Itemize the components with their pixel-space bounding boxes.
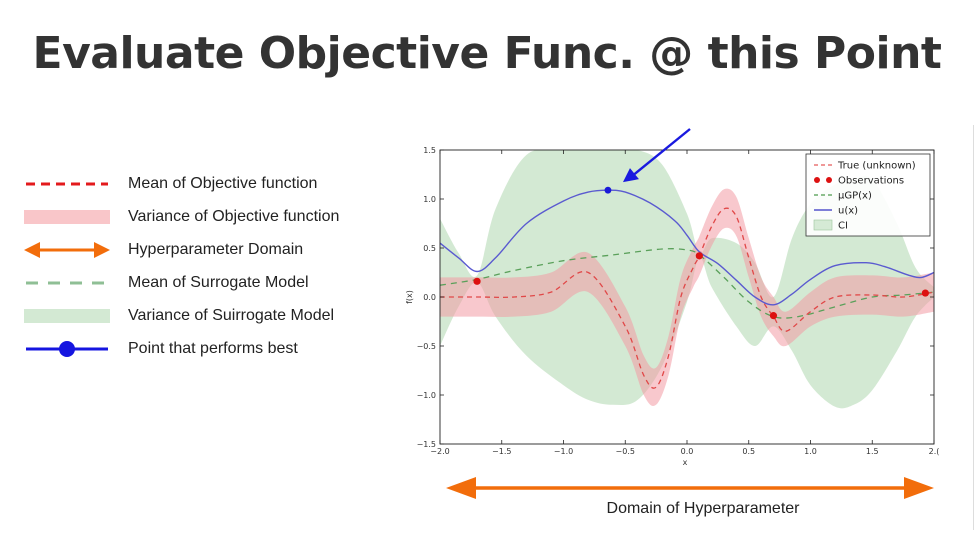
y-axis-label: f(x) (405, 290, 414, 304)
x-tick-label: 1.0 (804, 447, 817, 456)
page-title: Evaluate Objective Func. @ this Point (32, 28, 942, 79)
best-point (604, 186, 612, 194)
acquisition-line (440, 189, 934, 306)
legend-label: Variance of Suirrogate Model (128, 307, 335, 324)
y-tick-label: −1.0 (417, 391, 436, 400)
x-axis-label: x (683, 458, 688, 467)
legend-label: Variance of Objective function (128, 208, 340, 225)
legend-label: Hyperparameter Domain (128, 241, 304, 258)
red-dashed-line-icon (24, 171, 110, 197)
y-tick-label: −0.5 (417, 342, 436, 351)
x-tick-label: −0.5 (616, 447, 635, 456)
x-tick-label: −1.5 (492, 447, 511, 456)
legend-item-surrogate-variance: Variance of Suirrogate Model (24, 303, 334, 329)
legend-item-objective-mean: Mean of Objective function (24, 171, 317, 197)
true-function-line (440, 207, 934, 389)
legend-item-surrogate-mean: Mean of Surrogate Model (24, 270, 309, 296)
y-tick-label: 0.5 (423, 244, 436, 253)
domain-arrowhead-right-icon (904, 477, 934, 499)
legend-label: Point that performs best (128, 340, 298, 357)
observation-point (695, 252, 703, 260)
legend-label: Mean of Surrogate Model (128, 274, 309, 291)
pointer-arrow-icon (631, 128, 691, 178)
x-tick-label: 0.0 (681, 447, 694, 456)
y-tick-label: 0.0 (423, 293, 436, 302)
observation-point (473, 277, 481, 285)
plot-legend-label: μGP(x) (838, 191, 872, 202)
plot-legend-swatch (826, 177, 832, 183)
y-tick-label: −1.5 (417, 440, 436, 449)
observation-point (769, 312, 778, 320)
pink-band-icon (24, 204, 110, 230)
green-dashed-line-icon (24, 270, 110, 296)
pointer-arrowhead-icon (622, 168, 639, 183)
surrogate-mean-line (440, 248, 934, 319)
blue-dot-line-icon (24, 336, 110, 362)
plot-legend-label: u(x) (838, 206, 858, 217)
orange-double-arrow-icon (24, 237, 110, 263)
plot-legend-label: CI (838, 221, 848, 232)
green-band-icon (24, 303, 110, 329)
x-tick-label: 2.( (929, 447, 940, 456)
legend-item-objective-variance: Variance of Objective function (24, 204, 339, 230)
x-tick-label: 0.5 (742, 447, 755, 456)
x-tick-label: −2.0 (430, 447, 449, 456)
y-tick-label: 1.0 (423, 195, 436, 204)
y-tick-label: 1.5 (423, 146, 436, 155)
plot-legend-swatch (813, 219, 833, 231)
plot-legend-swatch (814, 177, 820, 183)
plot-legend-label: True (unknown) (837, 161, 916, 172)
x-tick-label: 1.5 (866, 447, 879, 456)
x-tick-label: −1.0 (554, 447, 573, 456)
legend-item-hyperparameter-domain: Hyperparameter Domain (24, 237, 303, 263)
legend-label: Mean of Objective function (128, 175, 318, 192)
legend-item-best-point: Point that performs best (24, 336, 298, 362)
domain-label: Domain of Hyperparameter (606, 500, 800, 517)
objective-variance-band (440, 188, 934, 407)
plot-legend-label: Observations (838, 176, 904, 187)
domain-arrowhead-left-icon (446, 477, 476, 499)
observation-point (921, 289, 929, 297)
